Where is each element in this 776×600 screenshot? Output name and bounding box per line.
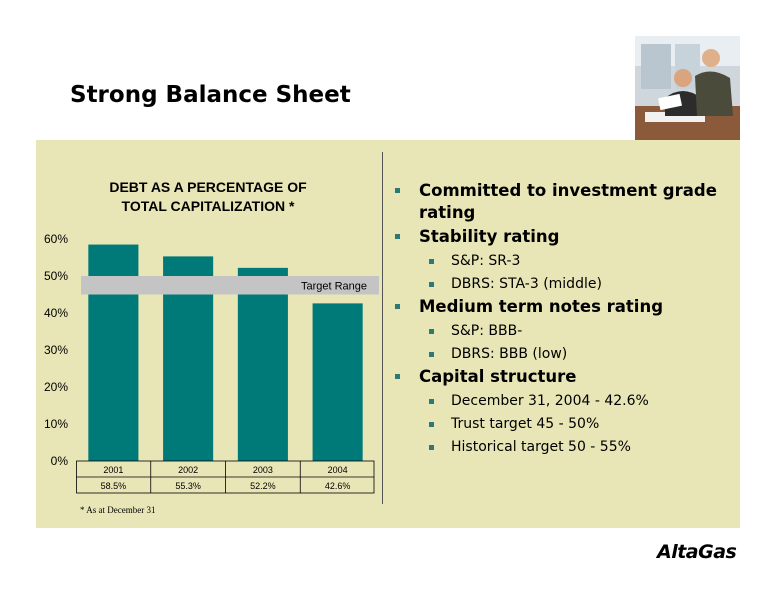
square-bullet-icon (429, 422, 434, 427)
bullet-item: Capital structure (392, 366, 732, 388)
bar-2003 (237, 267, 288, 461)
bullet-text: S&P: SR-3 (451, 253, 521, 269)
target-range-band (81, 276, 379, 295)
square-bullet-icon (429, 445, 434, 450)
sub-bullet-item: Historical target 50 - 55% (392, 436, 732, 459)
y-tick-label: 40% (44, 306, 68, 320)
square-bullet-icon (395, 234, 400, 239)
bullet-text: Medium term notes rating (419, 297, 664, 316)
bullet-text: DBRS: BBB (low) (451, 346, 568, 362)
y-tick-label: 0% (51, 454, 69, 468)
sub-bullet-item: S&P: SR-3 (392, 250, 732, 273)
category-label: 2001 (103, 465, 123, 475)
square-bullet-icon (429, 329, 434, 334)
altagas-logo: AltaGas (657, 541, 737, 563)
office-photo (635, 36, 740, 140)
bullet-text: December 31, 2004 - 42.6% (451, 393, 649, 409)
bullet-text: Capital structure (419, 367, 577, 386)
bullet-list: Committed to investment grade rating Stab… (392, 180, 732, 459)
bullet-text: Stability rating (419, 227, 560, 246)
debt-bar-chart: 0% 10% 20% 30% 40% 50% 60% Target Range 2001 58.5… (44, 232, 379, 494)
sub-bullet-item: S&P: BBB- (392, 320, 732, 343)
bullet-text: Trust target 45 - 50% (451, 416, 600, 432)
category-label: 2004 (328, 465, 348, 475)
bullet-text: S&P: BBB- (451, 323, 523, 339)
y-tick-label: 10% (44, 417, 68, 431)
slide-title: Strong Balance Sheet (70, 82, 351, 108)
square-bullet-icon (395, 374, 400, 379)
sub-bullet-item: December 31, 2004 - 42.6% (392, 390, 732, 413)
value-label: 52.2% (250, 481, 276, 491)
sub-bullet-item: Trust target 45 - 50% (392, 413, 732, 436)
square-bullet-icon (429, 399, 434, 404)
square-bullet-icon (429, 282, 434, 287)
square-bullet-icon (429, 259, 434, 264)
value-label: 42.6% (325, 481, 351, 491)
chart-title-line-2: TOTAL CAPITALIZATION * (121, 198, 295, 214)
y-tick-label: 20% (44, 380, 68, 394)
category-label: 2003 (253, 465, 273, 475)
chart-title: DEBT AS A PERCENTAGE OF TOTAL CAPITALIZA… (78, 178, 338, 216)
square-bullet-icon (395, 188, 400, 193)
bullet-item: Stability rating (392, 226, 732, 248)
square-bullet-icon (429, 352, 434, 357)
bullet-item: Committed to investment grade rating (392, 180, 732, 224)
chart-title-line-1: DEBT AS A PERCENTAGE OF (109, 179, 307, 195)
sub-bullet-item: DBRS: STA-3 (middle) (392, 273, 732, 296)
bar-2004 (312, 303, 363, 461)
content-panel (36, 140, 740, 528)
y-tick-label: 30% (44, 343, 68, 357)
bullet-text: Committed to investment grade rating (419, 181, 717, 222)
category-label: 2002 (178, 465, 198, 475)
sub-bullet-item: DBRS: BBB (low) (392, 343, 732, 366)
y-tick-label: 50% (44, 269, 68, 283)
chart-footnote: * As at December 31 (80, 505, 156, 515)
square-bullet-icon (395, 304, 400, 309)
bullet-text: Historical target 50 - 55% (451, 439, 631, 455)
value-label: 58.5% (101, 481, 127, 491)
value-label: 55.3% (175, 481, 201, 491)
bullet-text: DBRS: STA-3 (middle) (451, 276, 602, 292)
y-tick-label: 60% (44, 232, 68, 246)
column-divider (382, 152, 383, 504)
bullet-item: Medium term notes rating (392, 296, 732, 318)
target-range-label: Target Range (301, 280, 367, 292)
